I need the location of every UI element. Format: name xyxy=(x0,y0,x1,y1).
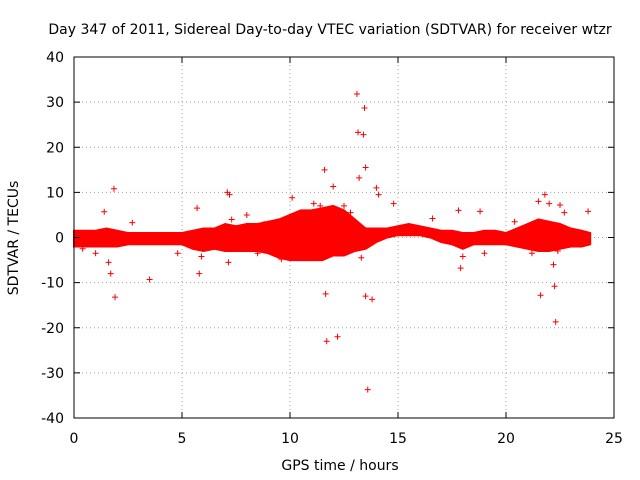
data-point xyxy=(528,250,535,257)
data-point xyxy=(546,200,553,207)
y-tick-label: 30 xyxy=(46,95,64,111)
data-point xyxy=(541,191,548,198)
y-tick-label: 10 xyxy=(46,185,64,201)
y-tick-label: 20 xyxy=(46,140,64,156)
data-band-area xyxy=(73,204,592,262)
y-tick-label: -40 xyxy=(41,411,64,427)
x-tick-label: 5 xyxy=(178,431,187,447)
data-point xyxy=(373,184,380,191)
data-point xyxy=(334,333,341,340)
data-point xyxy=(353,91,360,98)
data-point xyxy=(92,250,99,257)
x-tick-label: 0 xyxy=(70,431,79,447)
data-point xyxy=(289,194,296,201)
data-point xyxy=(537,292,544,299)
x-tick-labels: 0 5 10 15 20 25 xyxy=(70,431,623,447)
data-point xyxy=(323,338,330,345)
data-point xyxy=(360,131,367,138)
axis-ticks xyxy=(73,56,615,419)
data-point xyxy=(364,386,371,393)
data-point xyxy=(322,290,329,297)
x-tick-label: 20 xyxy=(497,431,515,447)
data-point xyxy=(455,207,462,214)
data-band xyxy=(73,204,592,262)
data-point xyxy=(347,209,354,216)
data-point xyxy=(110,185,117,192)
x-tick-label: 25 xyxy=(605,431,623,447)
data-point xyxy=(317,202,324,209)
data-point xyxy=(278,256,285,263)
data-point xyxy=(129,219,136,226)
data-point xyxy=(429,215,436,222)
data-point xyxy=(585,208,592,215)
data-point xyxy=(112,294,119,301)
data-point xyxy=(194,205,201,212)
data-point xyxy=(321,166,328,173)
y-tick-label: 0 xyxy=(55,231,64,247)
y-tick-label: -20 xyxy=(41,321,64,337)
data-point xyxy=(341,202,347,209)
data-point xyxy=(481,250,488,257)
data-point xyxy=(375,191,382,198)
data-point xyxy=(254,250,261,257)
data-point xyxy=(358,254,365,261)
data-point xyxy=(535,198,542,205)
data-point xyxy=(356,174,363,181)
y-tick-label: -30 xyxy=(41,366,64,382)
data-point xyxy=(477,208,484,215)
data-point xyxy=(107,270,114,277)
data-point xyxy=(198,253,205,260)
x-tick-label: 10 xyxy=(281,431,299,447)
data-point xyxy=(196,270,203,277)
data-point xyxy=(561,209,568,216)
data-point xyxy=(228,216,235,223)
data-point xyxy=(390,200,397,207)
data-point xyxy=(457,265,464,272)
x-axis-label: GPS time / hours xyxy=(281,458,398,474)
data-point xyxy=(355,129,362,136)
data-point xyxy=(552,318,559,325)
data-point xyxy=(330,183,337,190)
data-point xyxy=(362,164,369,171)
y-tick-label: 40 xyxy=(46,50,64,66)
data-point xyxy=(79,245,86,252)
data-point xyxy=(369,296,376,303)
data-point xyxy=(146,276,153,283)
data-point xyxy=(225,259,232,266)
data-point xyxy=(243,211,250,218)
data-point xyxy=(526,223,533,230)
x-tick-label: 15 xyxy=(389,431,407,447)
data-point xyxy=(550,261,557,268)
data-point xyxy=(551,283,558,290)
data-point xyxy=(554,248,561,255)
y-tick-labels: -40 -30 -20 -10 0 10 20 30 40 xyxy=(41,50,64,427)
y-tick-label: -10 xyxy=(41,276,64,292)
data-point xyxy=(511,218,518,225)
data-point xyxy=(310,200,317,207)
data-points xyxy=(79,91,592,393)
chart-title: Day 347 of 2011, Sidereal Day-to-day VTE… xyxy=(48,22,612,38)
data-point xyxy=(174,250,181,257)
data-point xyxy=(226,191,233,198)
data-point xyxy=(361,104,368,111)
data-point xyxy=(557,202,563,209)
data-point xyxy=(101,208,108,215)
data-point xyxy=(362,293,369,300)
data-point xyxy=(261,220,268,227)
data-point xyxy=(297,214,304,221)
y-axis-label: SDTVAR / TECUs xyxy=(6,181,22,296)
data-point xyxy=(459,253,466,260)
data-point xyxy=(291,218,298,225)
data-point xyxy=(105,259,112,266)
